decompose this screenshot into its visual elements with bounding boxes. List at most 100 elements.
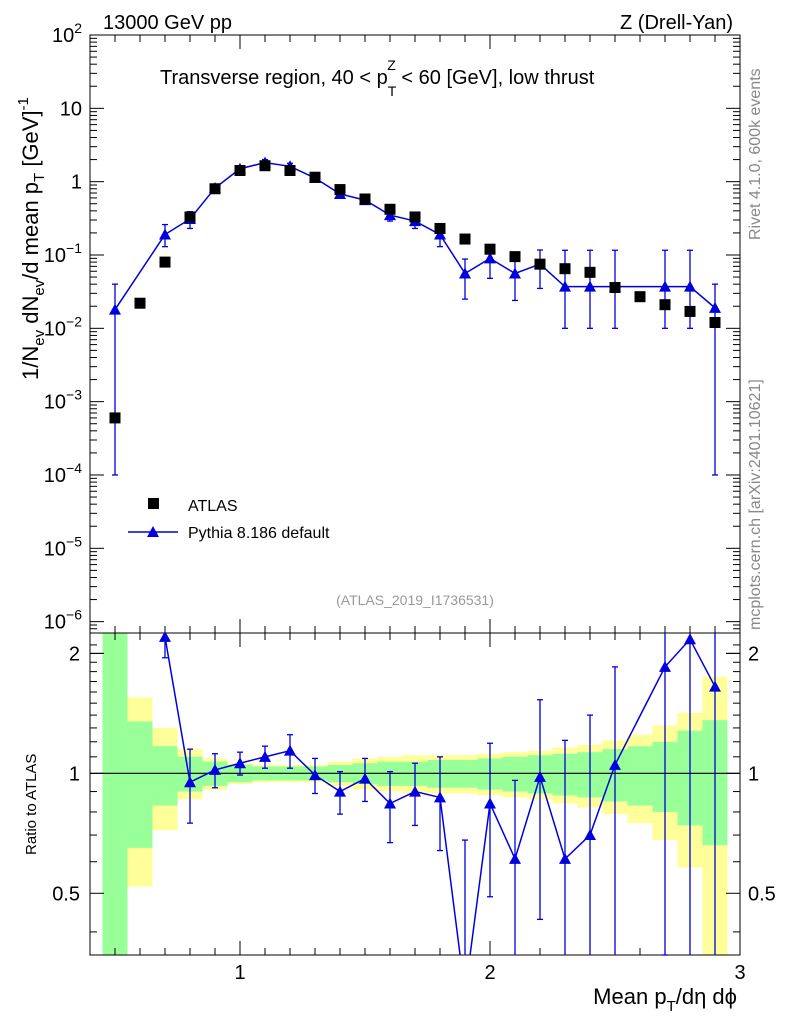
- mcplots-label: mcplots.cern.ch [arXiv:2401.10621]: [747, 379, 764, 630]
- ratio-point: [184, 776, 196, 788]
- ratio-band-inner: [627, 746, 653, 806]
- region-title: Transverse region, 40 < pTZ < 60 [GeV], …: [160, 57, 595, 99]
- ratio-point: [234, 757, 246, 769]
- pythia-point: [559, 280, 571, 292]
- atlas-point: [184, 211, 196, 223]
- atlas-point: [209, 183, 221, 195]
- ratio-point: [534, 770, 546, 782]
- ratio-band-inner: [102, 633, 128, 955]
- ratio-point: [584, 829, 596, 841]
- process-label: Z (Drell-Yan): [620, 12, 733, 34]
- pythia-line: [114, 161, 716, 311]
- x-tick-label: 3: [734, 962, 745, 984]
- y-tick-label: 10−6: [44, 607, 82, 634]
- pythia-point: [459, 267, 471, 279]
- x-tick-label: 2: [484, 962, 495, 984]
- atlas-point: [109, 412, 121, 424]
- ratio-point: [209, 763, 221, 775]
- atlas-point: [259, 160, 271, 172]
- ratio-point: [684, 633, 696, 645]
- ratio-point: [484, 797, 496, 809]
- atlas-point: [334, 184, 346, 196]
- ratio-point: [409, 785, 421, 797]
- ratio-line: [163, 633, 716, 955]
- atlas-point: [409, 211, 421, 223]
- atlas-point: [459, 233, 471, 245]
- atlas-point: [359, 193, 371, 205]
- x-axis-title: Mean pT/dη dϕ: [593, 984, 737, 1015]
- pythia-point: [484, 252, 496, 264]
- y-tick-label: 10−1: [44, 240, 82, 267]
- atlas-point: [509, 251, 521, 263]
- region-title-pre: Transverse region, 40 < p: [160, 67, 388, 89]
- ratio-tick-label: 2: [69, 643, 80, 665]
- atlas-point: [634, 291, 646, 303]
- legend-pythia-label: Pythia 8.186 default: [188, 525, 330, 542]
- ratio-tick-label-right: 2: [748, 643, 759, 665]
- legend-atlas-marker: [148, 498, 159, 509]
- ratio-point: [384, 797, 396, 809]
- ratio-point: [309, 769, 321, 781]
- y-tick-label: 10−3: [44, 387, 82, 414]
- region-title-post: < 60 [GeV], low thrust: [396, 67, 595, 89]
- atlas-point: [309, 171, 321, 183]
- ratio-tick-label: 1: [69, 763, 80, 785]
- region-title-sup: Z: [387, 57, 396, 73]
- atlas-point: [584, 266, 596, 278]
- atlas-point: [484, 243, 496, 255]
- ratio-point: [284, 744, 296, 756]
- ratio-point: [509, 852, 521, 864]
- pythia-point: [584, 280, 596, 292]
- pythia-point: [159, 228, 171, 240]
- pythia-point: [659, 280, 671, 292]
- ratio-point: [159, 630, 171, 642]
- ratio-tick-label-right: 0.5: [748, 883, 776, 905]
- atlas-point: [559, 263, 571, 275]
- atlas-point: [159, 256, 171, 268]
- ratio-axis-title: Ratio to ATLAS: [23, 754, 40, 855]
- y-tick-label: 10: [60, 98, 82, 120]
- atlas-point: [609, 282, 621, 294]
- legend-atlas-label: ATLAS: [188, 498, 238, 515]
- pythia-point: [684, 280, 696, 292]
- atlas-point: [134, 297, 146, 309]
- rivet-label: Rivet 4.1.0, 600k events: [747, 68, 764, 240]
- legend: ATLAS Pythia 8.186 default: [128, 498, 330, 542]
- legend-pythia-marker: [147, 526, 159, 537]
- axis-ticks: 1 2 3 102 10 1 10−1 10−2 10−3 10−4 10−5 10−6 2 2 1 1 0.5…: [44, 20, 776, 984]
- main-series: [109, 156, 721, 476]
- ratio-point: [659, 660, 671, 672]
- atlas-point: [709, 317, 721, 329]
- y-tick-label: 10−4: [44, 460, 82, 487]
- ratio-point: [334, 785, 346, 797]
- ratio-point: [434, 791, 446, 803]
- ratio-tick-label: 0.5: [52, 883, 80, 905]
- ratio-band-inner: [127, 721, 153, 848]
- atlas-point: [284, 164, 296, 176]
- pythia-point: [709, 301, 721, 313]
- atlas-point: [534, 258, 546, 270]
- main-frame: [89, 34, 741, 634]
- atlas-point: [684, 305, 696, 317]
- y-axis-title: 1/Nev dNev/d mean pT [GeV]-1: [15, 97, 48, 380]
- ratio-point: [559, 852, 571, 864]
- y-tick-label: 102: [52, 20, 82, 47]
- region-title-sub: T: [388, 83, 397, 99]
- atlas-point: [234, 164, 246, 176]
- ratio-tick-label-right: 1: [748, 763, 759, 785]
- ratio-band-inner: [152, 746, 178, 806]
- pythia-point: [509, 267, 521, 279]
- pythia-point: [434, 228, 446, 240]
- y-tick-label: 10−5: [44, 533, 82, 560]
- ratio-point: [609, 758, 621, 770]
- y-tick-label: 10−2: [44, 313, 82, 340]
- ratio-point: [259, 750, 271, 762]
- y-tick-label: 1: [71, 172, 82, 194]
- x-tick-label: 1: [234, 962, 245, 984]
- pythia-point: [109, 303, 121, 315]
- atlas-point: [659, 299, 671, 311]
- atlas-point: [384, 203, 396, 215]
- ratio-point: [359, 772, 371, 784]
- analysis-label: (ATLAS_2019_I1736531): [336, 592, 494, 608]
